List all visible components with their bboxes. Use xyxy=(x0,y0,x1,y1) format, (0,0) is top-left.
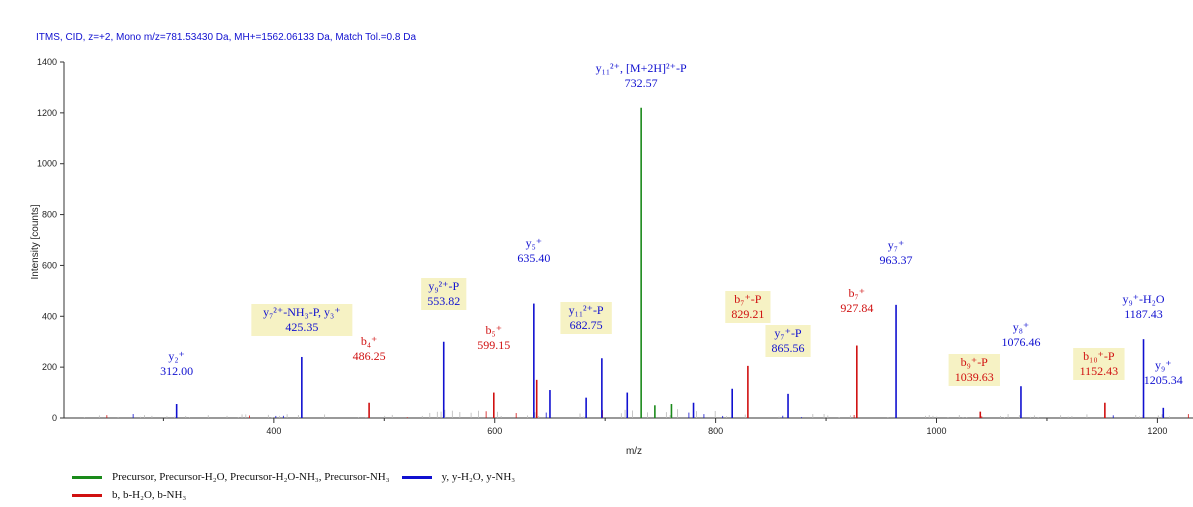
y-tick-label: 400 xyxy=(42,311,57,321)
legend-swatch-y xyxy=(401,475,432,479)
annotated-peaks xyxy=(175,107,1165,418)
peak-label-ion: b₅⁺ xyxy=(486,323,503,337)
peak-label-ion: y₇⁺ xyxy=(888,238,905,252)
peak-label-ion: y₉²⁺-P xyxy=(428,279,459,293)
y-tick-label: 200 xyxy=(42,362,57,372)
y-tick-label: 1200 xyxy=(37,108,57,118)
legend-item-y: y, y-H₂O, y-NH₃ xyxy=(401,471,516,483)
chart-title: ITMS, CID, z=+2, Mono m/z=781.53430 Da, … xyxy=(36,32,416,43)
x-axis-label: m/z xyxy=(626,446,642,457)
peak-label-ion: y₈⁺ xyxy=(1013,320,1030,334)
peak-label-box xyxy=(251,304,353,336)
y-tick-label: 1400 xyxy=(37,57,57,67)
legend-label-b: b, b-H₂O, b-NH₃ xyxy=(112,489,187,501)
peak-label-mz: 599.15 xyxy=(477,338,510,352)
peak-label: y₇²⁺-NH₃-P, y₃⁺425.35 xyxy=(251,304,353,336)
peak-label-ion: y₅⁺ xyxy=(526,236,543,250)
peak-label: y₈⁺1076.46 xyxy=(1001,320,1040,349)
peak-label-mz: 486.25 xyxy=(353,349,386,363)
peak-label-ion: y₉⁺-H₂O xyxy=(1123,292,1165,306)
peak-label-ion: y₉⁺ xyxy=(1155,358,1172,372)
peak-label-ion: y₁₁²⁺, [M+2H]²⁺-P xyxy=(596,61,687,75)
peak-label-mz: 865.56 xyxy=(772,341,805,355)
peak-label: y₉⁺1205.34 xyxy=(1144,358,1183,387)
peak-label-mz: 682.75 xyxy=(570,318,603,332)
y-tick-label: 600 xyxy=(42,260,57,270)
peak-label-box xyxy=(948,354,1000,386)
x-tick-label: 800 xyxy=(708,426,723,436)
peak-label-ion: y₁₁²⁺-P xyxy=(569,303,604,317)
y-tick-label: 800 xyxy=(42,210,57,220)
peak-label: b₇⁺927.84 xyxy=(840,286,873,315)
legend-label-y: y, y-H₂O, y-NH₃ xyxy=(441,471,516,483)
peak-label-mz: 927.84 xyxy=(840,301,873,315)
peak-label-mz: 732.57 xyxy=(625,76,658,90)
peak-label-ion: b₄⁺ xyxy=(361,334,378,348)
y-tick-label: 1000 xyxy=(37,159,57,169)
y-tick-label: 0 xyxy=(52,413,57,423)
peak-label-mz: 963.37 xyxy=(880,253,913,267)
peak-label-box xyxy=(725,291,771,323)
x-tick-label: 600 xyxy=(487,426,502,436)
peak-label: b₅⁺599.15 xyxy=(477,323,510,352)
peak-label-mz: 1039.63 xyxy=(955,370,994,384)
peak-label-ion: b₁₀⁺-P xyxy=(1083,349,1115,363)
peak-label-box xyxy=(1073,348,1125,380)
peak-label-mz: 1187.43 xyxy=(1124,307,1163,321)
peak-label-ion: y₇⁺-P xyxy=(774,326,802,340)
peak-label: y₇⁺963.37 xyxy=(880,238,913,267)
peak-label: y₅⁺635.40 xyxy=(517,236,550,265)
legend: Precursor, Precursor-H₂O, Precursor-H₂O-… xyxy=(72,468,527,504)
x-tick-label: 1200 xyxy=(1147,426,1167,436)
x-tick-label: 1000 xyxy=(926,426,946,436)
peak-label: b₄⁺486.25 xyxy=(353,334,386,363)
peak-label-mz: 635.40 xyxy=(517,251,550,265)
peak-label-ion: b₇⁺ xyxy=(849,286,866,300)
peak-label-ion: y₇²⁺-NH₃-P, y₃⁺ xyxy=(263,305,340,319)
legend-swatch-b xyxy=(72,493,102,497)
legend-label-precursor: Precursor, Precursor-H₂O, Precursor-H₂O-… xyxy=(112,471,390,483)
peak-label-mz: 1205.34 xyxy=(1144,373,1183,387)
peak-label: y₂⁺312.00 xyxy=(160,349,193,378)
x-tick-label: 400 xyxy=(266,426,281,436)
peak-label-box xyxy=(560,302,612,334)
peak-label-ion: b₇⁺-P xyxy=(734,292,762,306)
peak-label-mz: 829.21 xyxy=(731,307,764,321)
legend-swatch-precursor xyxy=(72,475,102,479)
peak-label-ion: b₉⁺-P xyxy=(961,355,989,369)
peak-label-mz: 1152.43 xyxy=(1080,364,1119,378)
peak-label-mz: 553.82 xyxy=(427,294,460,308)
peak-label-mz: 425.35 xyxy=(285,320,318,334)
y-axis-label: Intensity [counts] xyxy=(30,204,41,279)
peak-label-mz: 1076.46 xyxy=(1001,335,1040,349)
legend-item-precursor: Precursor, Precursor-H₂O, Precursor-H₂O-… xyxy=(72,471,390,483)
axes: 0 200 400 600 800 1000 1200 1400 400 600 800 1000 12… xyxy=(37,57,1193,436)
peak-label-box xyxy=(765,325,811,357)
peak-label-mz: 312.00 xyxy=(160,364,193,378)
legend-item-b: b, b-H₂O, b-NH₃ xyxy=(72,489,186,501)
peak-label-ion: y₂⁺ xyxy=(168,349,185,363)
peak-label-box xyxy=(421,278,467,310)
noise-peaks xyxy=(83,409,1189,418)
spectrum-chart: ITMS, CID, z=+2, Mono m/z=781.53430 Da, … xyxy=(30,32,1193,457)
